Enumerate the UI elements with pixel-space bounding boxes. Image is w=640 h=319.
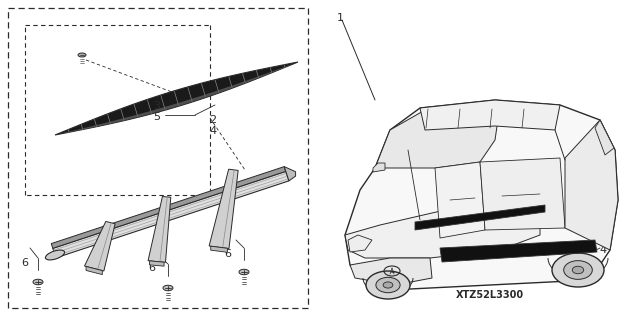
Ellipse shape — [78, 53, 86, 57]
Ellipse shape — [376, 277, 400, 293]
Text: 6: 6 — [22, 258, 29, 268]
Ellipse shape — [45, 250, 65, 260]
Ellipse shape — [564, 261, 592, 279]
Polygon shape — [595, 120, 614, 155]
Polygon shape — [345, 100, 618, 290]
Ellipse shape — [33, 279, 43, 285]
Polygon shape — [209, 169, 238, 249]
Polygon shape — [84, 221, 115, 271]
Text: 3: 3 — [154, 101, 161, 111]
Polygon shape — [348, 235, 372, 252]
Text: 6: 6 — [225, 249, 232, 259]
Ellipse shape — [552, 253, 604, 287]
Text: 2: 2 — [209, 115, 216, 125]
Text: 2: 2 — [399, 145, 406, 155]
Polygon shape — [150, 261, 164, 266]
Polygon shape — [415, 205, 545, 230]
Ellipse shape — [572, 266, 584, 274]
Ellipse shape — [239, 269, 249, 275]
Polygon shape — [375, 106, 500, 168]
Polygon shape — [148, 197, 171, 262]
Polygon shape — [86, 266, 102, 275]
Ellipse shape — [163, 285, 173, 291]
Text: 5: 5 — [154, 112, 161, 122]
Text: 6: 6 — [148, 263, 156, 273]
Ellipse shape — [366, 271, 410, 299]
Text: 4: 4 — [209, 126, 216, 136]
Polygon shape — [435, 162, 485, 238]
Polygon shape — [63, 65, 291, 133]
Polygon shape — [51, 167, 286, 249]
Polygon shape — [373, 163, 385, 172]
Ellipse shape — [383, 282, 393, 288]
Polygon shape — [53, 171, 289, 258]
Polygon shape — [420, 100, 560, 130]
Polygon shape — [350, 258, 432, 285]
Text: 4: 4 — [600, 245, 607, 255]
Text: 1: 1 — [337, 13, 344, 23]
Polygon shape — [55, 62, 298, 135]
Polygon shape — [480, 158, 565, 230]
Polygon shape — [440, 240, 597, 262]
Polygon shape — [284, 167, 296, 181]
Polygon shape — [211, 246, 227, 252]
Polygon shape — [345, 208, 540, 258]
Polygon shape — [565, 120, 618, 250]
Text: XTZ52L3300: XTZ52L3300 — [456, 290, 524, 300]
